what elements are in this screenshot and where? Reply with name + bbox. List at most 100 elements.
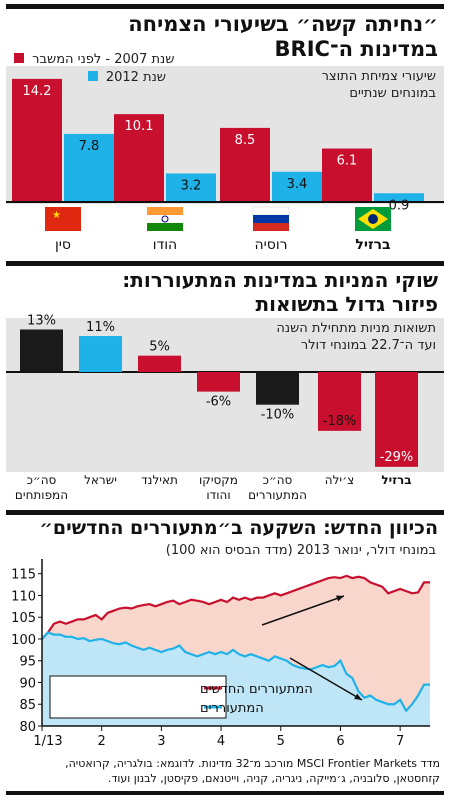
chart2-note-line1: תשואות מניות מתחילת השנה (276, 321, 436, 336)
india-flag-icon (147, 207, 183, 231)
return-value-label: -18% (323, 414, 357, 429)
china-flag-icon: ★ (45, 207, 81, 231)
return-value-label: 13% (27, 313, 56, 328)
emerging-line (41, 631, 430, 713)
return-bar (20, 329, 63, 372)
footer-line-1: מדד MSCI Frontier Markets מורכב מ־32 מדי… (65, 757, 440, 770)
chart2-title-line1: שוקי המניות במדינות המתעוררות: (122, 268, 438, 292)
market-label-line2: המפותחים (15, 488, 68, 502)
y-tick-label: 80 (19, 720, 36, 735)
market-label-line2: המתעוררים (248, 488, 307, 502)
return-value-label: -29% (380, 450, 414, 465)
x-tick-label: 3 (157, 734, 165, 749)
y-tick-label: 95 (19, 655, 36, 670)
bar-2007-china (12, 78, 62, 201)
bar-value-label: 0.9 (389, 198, 410, 213)
new-emerging-area (42, 575, 430, 711)
growth-bar-chart: 14.2 10.1 8.5 6.1 7.8 3.2 3.4 0.9 ★ סין הודו רוסיה ב… (6, 78, 444, 253)
market-label: תאילנד (141, 473, 178, 487)
footer-line-2: קזחסטאן, סלובניה, ג׳מייקה, ניגריה, קניה,… (107, 772, 440, 785)
return-bar (256, 372, 299, 405)
y-tick-label: 110 (11, 589, 36, 604)
russia-flag-icon (252, 206, 290, 231)
bar-value-label: 14.2 (23, 84, 52, 99)
legend-label-emerging: המתעוררים (200, 701, 264, 716)
market-label: צ׳ילה (325, 473, 354, 487)
x-tick-label: 5 (277, 734, 285, 749)
bottom-rule (6, 791, 444, 795)
return-bar (197, 372, 240, 392)
legend-label-2007: שנת 2007 - לפני המשבר (32, 52, 175, 67)
country-label: ברזיל (355, 237, 390, 253)
chart1-title-line2: במדינות ה־BRIC (274, 37, 438, 61)
new-emerging-line (41, 574, 430, 640)
return-bar (138, 355, 181, 372)
bar-2012-india (166, 173, 216, 201)
down-trend-arrow (289, 657, 363, 701)
bar-value-label: 6.1 (337, 154, 358, 169)
y-tick-label: 105 (11, 611, 36, 626)
market-label: סה״כ (27, 473, 57, 487)
chart3-title: הכיוון החדש: השקעה ב״מתעוררים החדשים״ (39, 517, 438, 539)
returns-bar-chart: -29%-18%-10%-6%5%11%13%ברזילצ׳ילהסה״כהמת… (6, 313, 444, 502)
up-trend-arrow-head (336, 595, 344, 602)
x-tick-label: 6 (336, 734, 344, 749)
chart2-note-line2: ועד ה־22.7 במונחי דולר (300, 338, 436, 353)
chart2-title-line2: פיזור גדול בתשואות (255, 292, 438, 316)
country-label: סין (55, 237, 71, 253)
legend-swatch-blue (87, 71, 98, 81)
market-label-line2: והודו (206, 488, 230, 502)
chart1-title-line1: ״נחיתה קשה״ בשיעורי הצמיחה (128, 12, 438, 36)
return-value-label: -10% (261, 408, 295, 423)
section-rule-3 (6, 510, 444, 515)
bar-2012-brazil (374, 193, 424, 201)
market-label: מקסיקו (199, 473, 238, 487)
section-rule-2 (6, 261, 444, 266)
return-value-label: 5% (149, 340, 170, 355)
down-trend-arrow-head (354, 693, 362, 700)
country-label: רוסיה (254, 237, 287, 253)
legend-swatch-red (14, 53, 24, 63)
chart1-note-line2: במונחים שנתיים (349, 86, 436, 101)
brazil-flag-icon (355, 207, 391, 231)
bar-value-label: 3.4 (287, 177, 308, 192)
y-tick-label: 115 (11, 568, 36, 583)
return-value-label: 11% (86, 320, 115, 335)
x-tick-label: 7 (396, 734, 404, 749)
legend-label-new-emerging: המתעוררים החדשים (200, 682, 313, 697)
bar-2007-brazil (322, 148, 372, 201)
return-bar (79, 336, 122, 372)
market-label: סה״כ (263, 473, 293, 487)
bar-value-label: 3.2 (181, 178, 202, 193)
bar-2012-china (64, 133, 114, 201)
country-label: הודו (153, 237, 177, 253)
return-value-label: -6% (206, 395, 231, 410)
svg-text:★: ★ (52, 210, 61, 221)
return-bar (375, 372, 418, 467)
bar-value-label: 10.1 (125, 119, 154, 134)
bar-2007-india (114, 114, 164, 201)
y-tick-label: 85 (19, 698, 36, 713)
chart1-legend-item-2012: שנת 2012 (14, 70, 166, 85)
bar-value-label: 8.5 (235, 133, 256, 148)
chart3-legend-box (49, 675, 227, 719)
market-label: ישראל (84, 473, 117, 487)
section-rule-1 (6, 4, 444, 9)
bar-2012-russia (272, 171, 322, 201)
bar-value-label: 7.8 (79, 139, 100, 154)
bar-2007-russia (220, 127, 270, 201)
chart3-subtitle: במונחי דולר, ינואר 2013 (מדד הבסיס הוא 1… (165, 543, 436, 558)
x-tick-label: 2 (98, 734, 106, 749)
x-tick-label: 1/13 (33, 734, 62, 749)
y-tick-label: 90 (19, 676, 36, 691)
footer-note: מדד MSCI Frontier Markets מורכב מ־32 מדי… (8, 756, 440, 786)
y-tick-label: 100 (11, 633, 36, 648)
legend-label-2012: שנת 2012 (105, 70, 166, 85)
market-label: ברזיל (381, 473, 411, 487)
chart1-note-line1: שיעורי צמיחת התוצר (321, 69, 436, 84)
up-trend-arrow (261, 595, 345, 626)
return-bar (318, 372, 361, 431)
x-tick-label: 4 (217, 734, 225, 749)
